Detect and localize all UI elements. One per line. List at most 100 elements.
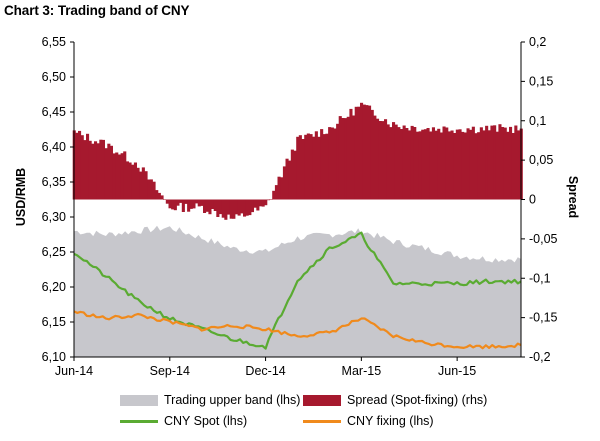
spread-bar xyxy=(149,179,153,200)
spread-bar xyxy=(235,199,239,215)
spread-bar xyxy=(389,127,393,200)
spread-bar xyxy=(80,135,84,200)
spread-bar xyxy=(493,125,497,200)
spread-bar xyxy=(410,125,414,200)
spread-bar xyxy=(213,199,217,211)
spread-bar xyxy=(461,131,465,200)
spread-bar xyxy=(463,132,467,200)
spread-bar xyxy=(381,121,385,200)
x-tick-label: Jun-14 xyxy=(55,364,93,378)
spread-bar xyxy=(117,154,121,200)
spread-bar xyxy=(216,199,220,217)
series-cny-fixing-line xyxy=(73,310,522,350)
legend-label-cny-spot: CNY Spot (lhs) xyxy=(164,414,248,428)
y-tick-label-right: 0,05 xyxy=(529,153,553,167)
y-tick-label-left: 6,30 xyxy=(42,210,66,224)
spread-bar xyxy=(176,199,180,206)
spread-bar xyxy=(261,199,265,207)
spread-bar xyxy=(301,139,305,200)
x-tick-label: Sep-14 xyxy=(150,364,190,378)
spread-bar xyxy=(248,199,252,216)
spread-bar xyxy=(506,131,510,200)
spread-bar xyxy=(253,199,257,208)
spread-bar xyxy=(277,176,281,200)
spread-bar xyxy=(413,127,417,200)
spread-bar xyxy=(200,199,204,206)
legend-item-cny-fixing: CNY fixing (lhs) xyxy=(303,414,434,428)
y-tick-label-right: -0,1 xyxy=(529,271,551,285)
spread-bar xyxy=(477,132,481,200)
legend-swatch-cny-fixing xyxy=(303,419,341,423)
spread-bar xyxy=(75,132,79,200)
legend-item-spread: Spread (Spot-fixing) (rhs) xyxy=(303,393,487,407)
spread-bar xyxy=(128,162,132,200)
spread-bar xyxy=(195,199,199,204)
spread-bar xyxy=(402,125,406,200)
spread-bar xyxy=(421,129,425,200)
spread-bar xyxy=(219,199,223,215)
spread-bar xyxy=(227,199,231,215)
spread-bar xyxy=(163,199,167,200)
spread-bar xyxy=(179,199,183,203)
spread-bar xyxy=(205,199,209,212)
spread-bar xyxy=(386,124,390,200)
spread-bar xyxy=(141,167,145,200)
spread-bar xyxy=(203,199,207,213)
y-tick-label-right: -0,05 xyxy=(529,232,558,246)
y-tick-label-left: 6,40 xyxy=(42,140,66,154)
y-tick-label-right: -0,2 xyxy=(529,350,551,364)
spread-bar xyxy=(147,179,151,200)
spread-bar xyxy=(240,199,244,214)
spread-bar xyxy=(229,199,233,219)
spread-bar xyxy=(211,199,215,209)
spread-bar xyxy=(434,130,438,200)
spread-bar xyxy=(471,126,475,200)
spread-bar xyxy=(160,195,164,200)
spread-bar xyxy=(325,133,329,200)
spread-bar xyxy=(320,129,324,200)
spread-bar xyxy=(133,162,137,200)
spread-bar xyxy=(336,123,340,200)
spread-bar xyxy=(88,140,92,200)
y-tick-label-right: 0,15 xyxy=(529,74,553,88)
y-tick-label-left: 6,45 xyxy=(42,105,66,119)
spread-bar xyxy=(394,124,398,200)
spread-bar xyxy=(376,118,380,200)
spread-bar xyxy=(370,109,374,200)
spread-bar xyxy=(317,136,321,200)
y-axis-label-right: Spread xyxy=(566,176,580,218)
spread-bar xyxy=(354,106,358,200)
spread-bar xyxy=(298,135,302,200)
spread-bar xyxy=(256,199,260,211)
spread-bar xyxy=(330,127,334,200)
x-tick-label: Jun-15 xyxy=(438,364,476,378)
spread-bar xyxy=(344,118,348,200)
spread-bar xyxy=(392,122,396,200)
x-tick-label: Dec-14 xyxy=(245,364,285,378)
spread-bar xyxy=(165,199,169,204)
spread-bar xyxy=(86,133,90,200)
spread-bar xyxy=(458,129,462,200)
spread-bar xyxy=(120,153,124,200)
spread-bar xyxy=(258,199,262,207)
spread-bar xyxy=(272,190,276,200)
spread-bar xyxy=(514,125,518,200)
spread-bar xyxy=(285,158,289,200)
y-tick-label-left: 6,35 xyxy=(42,175,66,189)
spread-bar xyxy=(282,166,286,200)
spread-bar xyxy=(197,199,201,207)
spread-bar xyxy=(309,134,313,200)
spread-bar xyxy=(192,199,196,209)
spread-bar xyxy=(501,127,505,200)
chart-title: Chart 3: Trading band of CNY xyxy=(4,3,190,18)
spread-bar xyxy=(125,161,129,200)
spread-bar xyxy=(288,160,292,200)
legend-item-cny-spot: CNY Spot (lhs) xyxy=(120,414,247,428)
spread-bar xyxy=(328,127,332,200)
legend-label-upper-band: Trading upper band (lhs) xyxy=(164,393,301,407)
spread-bar xyxy=(397,127,401,200)
spread-bar xyxy=(109,145,113,200)
legend-swatch-upper-band xyxy=(120,394,158,406)
spread-bar xyxy=(168,199,172,209)
